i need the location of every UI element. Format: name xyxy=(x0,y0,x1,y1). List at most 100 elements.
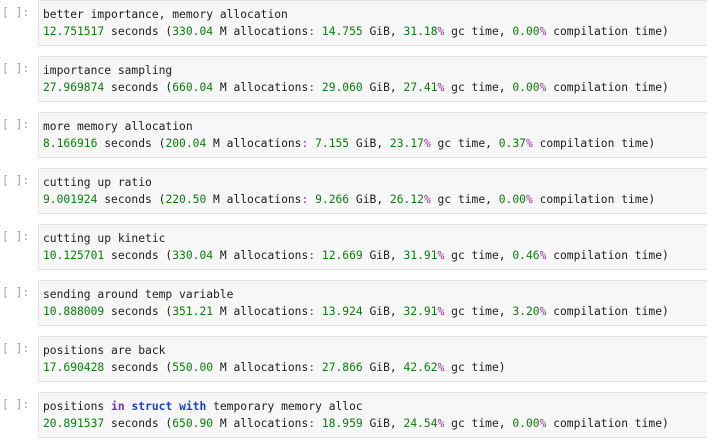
compile-label: compilation time) xyxy=(546,249,669,262)
allocations-label: M allocations xyxy=(206,193,302,206)
colon: : xyxy=(308,417,316,430)
compile-value: 0.00 xyxy=(498,193,526,206)
space xyxy=(315,361,322,374)
space xyxy=(315,417,322,430)
cell-code-input[interactable]: better importance, memory allocation 12.7… xyxy=(38,0,707,46)
gc-value: 31.18 xyxy=(403,25,438,38)
cell-code-input[interactable]: cutting up kinetic 10.125701 seconds (330… xyxy=(38,224,707,270)
compile-value: 0.00 xyxy=(512,81,540,94)
colon: : xyxy=(308,361,316,374)
cell-timing-line: 9.001924 seconds (220.50 M allocations: … xyxy=(43,191,655,208)
gc-label: gc time, xyxy=(430,193,499,206)
percent-sign: % xyxy=(437,81,445,94)
percent-sign: % xyxy=(423,193,431,206)
seconds-value: 27.969874 xyxy=(43,81,105,94)
cell-timing-line: 10.888009 seconds (351.21 M allocations:… xyxy=(43,303,669,320)
title-token: positions xyxy=(43,400,112,413)
gc-value: 32.91 xyxy=(403,305,438,318)
seconds-label: seconds ( xyxy=(104,417,173,430)
cell-title-line: positions in struct with temporary memor… xyxy=(43,398,363,415)
memory-label: GiB, xyxy=(362,249,404,262)
colon: : xyxy=(301,193,309,206)
cell-code-input[interactable]: cutting up ratio 9.001924 seconds (220.50… xyxy=(38,168,707,214)
cell-title-line: importance sampling xyxy=(43,62,172,79)
seconds-value: 10.888009 xyxy=(43,305,105,318)
cell-title: sending around temp variable xyxy=(43,288,234,301)
memory-label: GiB, xyxy=(362,81,404,94)
title-token: with xyxy=(179,400,207,413)
gc-value: 42.62 xyxy=(403,361,438,374)
seconds-value: 10.125701 xyxy=(43,249,105,262)
seconds-value: 8.166916 xyxy=(43,137,98,150)
compile-label: compilation time) xyxy=(546,305,669,318)
cell-title-line: better importance, memory allocation xyxy=(43,6,288,23)
seconds-label: seconds ( xyxy=(104,81,173,94)
gc-label: gc time, xyxy=(444,417,513,430)
seconds-label: seconds ( xyxy=(104,249,173,262)
allocations-value: 650.90 xyxy=(172,417,214,430)
cell-title: more memory allocation xyxy=(43,120,193,133)
cell-title-line: sending around temp variable xyxy=(43,286,233,303)
allocations-label: M allocations xyxy=(213,417,309,430)
notebook-cell: [ ]: better importance, memory allocation… xyxy=(0,0,707,46)
cell-code-input[interactable]: more memory allocation 8.166916 seconds (… xyxy=(38,112,707,158)
seconds-label: seconds ( xyxy=(104,25,173,38)
cell-prompt: [ ]: xyxy=(2,286,30,299)
title-token: struct xyxy=(131,400,173,413)
memory-value: 12.669 xyxy=(321,249,363,262)
allocations-value: 330.04 xyxy=(172,25,214,38)
memory-label: GiB, xyxy=(362,361,404,374)
cell-prompt: [ ]: xyxy=(2,62,30,75)
cell-title: cutting up kinetic xyxy=(43,232,166,245)
allocations-value: 200.04 xyxy=(165,137,207,150)
cell-title-line: more memory allocation xyxy=(43,118,193,135)
notebook-cell: [ ]: importance sampling 27.969874 seconds… xyxy=(0,56,707,102)
allocations-label: M allocations xyxy=(213,25,309,38)
compile-label: compilation time) xyxy=(546,25,669,38)
percent-sign: % xyxy=(437,249,445,262)
space xyxy=(315,305,322,318)
seconds-label: seconds ( xyxy=(97,137,166,150)
allocations-value: 330.04 xyxy=(172,249,214,262)
cell-title: cutting up ratio xyxy=(43,176,152,189)
gc-label: gc time, xyxy=(430,137,499,150)
space xyxy=(315,25,322,38)
cell-timing-line: 20.891537 seconds (650.90 M allocations:… xyxy=(43,415,669,432)
cell-code-input[interactable]: sending around temp variable 10.888009 se… xyxy=(38,280,707,326)
compile-label: compilation time) xyxy=(532,193,656,206)
cell-code-input[interactable]: positions are back 17.690428 seconds (550… xyxy=(38,336,707,382)
percent-sign: % xyxy=(437,361,445,374)
compile-value: 0.46 xyxy=(512,249,540,262)
notebook-cell: [ ]: cutting up kinetic 10.125701 seconds … xyxy=(0,224,707,270)
notebook-cell: [ ]: sending around temp variable 10.88800… xyxy=(0,280,707,326)
cell-prompt: [ ]: xyxy=(2,174,30,187)
seconds-value: 17.690428 xyxy=(43,361,105,374)
cell-code-input[interactable]: positions in struct with temporary memor… xyxy=(38,392,707,438)
cell-prompt: [ ]: xyxy=(2,230,30,243)
compile-value: 3.20 xyxy=(512,305,540,318)
percent-sign: % xyxy=(437,417,445,430)
gc-label: gc time, xyxy=(444,81,513,94)
notebook-cell: [ ]: positions are back 17.690428 seconds … xyxy=(0,336,707,382)
percent-sign: % xyxy=(437,25,445,38)
percent-sign: % xyxy=(525,193,533,206)
notebook-cell: [ ]: positions in struct with temporary m… xyxy=(0,392,707,438)
notebook-cell: [ ]: more memory allocation 8.166916 secon… xyxy=(0,112,707,158)
percent-sign: % xyxy=(525,137,533,150)
allocations-label: M allocations xyxy=(213,305,309,318)
cell-title-line: cutting up ratio xyxy=(43,174,152,191)
compile-value: 0.00 xyxy=(512,25,540,38)
seconds-value: 9.001924 xyxy=(43,193,98,206)
percent-sign: % xyxy=(437,305,445,318)
memory-value: 18.959 xyxy=(321,417,363,430)
percent-sign: % xyxy=(423,137,431,150)
compile-label: compilation time) xyxy=(546,81,669,94)
cell-prompt: [ ]: xyxy=(2,398,30,411)
gc-value: 31.91 xyxy=(403,249,438,262)
memory-value: 27.866 xyxy=(321,361,363,374)
cell-code-input[interactable]: importance sampling 27.969874 seconds (66… xyxy=(38,56,707,102)
memory-label: GiB, xyxy=(349,137,390,150)
cell-timing-line: 17.690428 seconds (550.00 M allocations:… xyxy=(43,359,506,376)
cell-title: importance sampling xyxy=(43,64,173,77)
cell-title: positions are back xyxy=(43,344,166,357)
